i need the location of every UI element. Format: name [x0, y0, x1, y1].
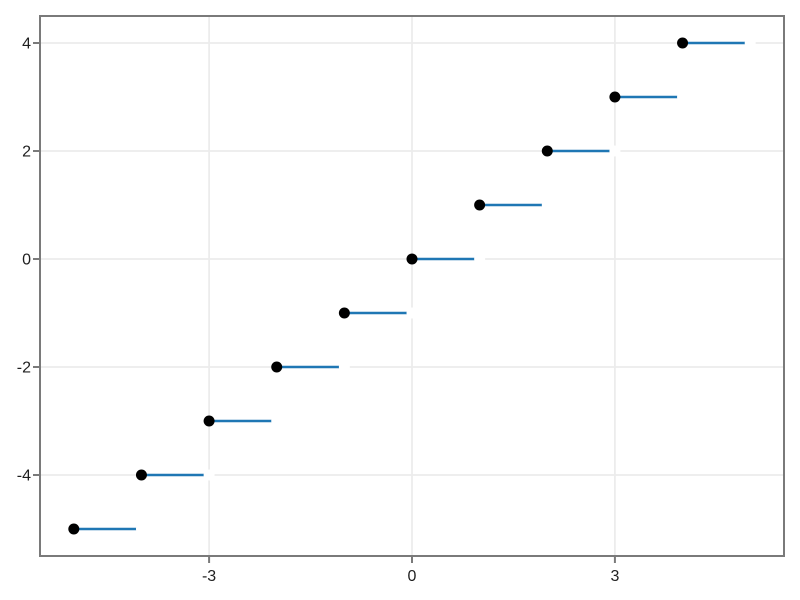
data-point-marker [338, 307, 350, 319]
open-endpoint-marker [541, 199, 553, 211]
open-endpoint-marker [135, 523, 147, 535]
y-tick-label: 2 [22, 144, 31, 161]
open-endpoint-marker [271, 415, 283, 427]
open-endpoint-marker [406, 307, 418, 319]
data-point-marker [474, 199, 486, 211]
open-endpoint-marker [338, 361, 350, 373]
data-point-marker [541, 145, 553, 157]
data-point-marker [203, 415, 215, 427]
open-endpoint-marker [609, 145, 621, 157]
x-tick-label: -3 [202, 568, 216, 585]
y-tick-label: 4 [22, 36, 31, 53]
data-point-marker [68, 523, 80, 535]
y-tick-label: 0 [22, 252, 31, 269]
open-endpoint-marker [677, 91, 689, 103]
data-point-marker [406, 253, 418, 265]
data-point-marker [271, 361, 283, 373]
data-point-marker [677, 37, 689, 49]
y-tick-label: -2 [17, 360, 31, 377]
x-tick-label: 0 [408, 568, 417, 585]
y-tick-label: -4 [17, 468, 31, 485]
x-tick-label: 3 [610, 568, 619, 585]
open-endpoint-marker [744, 37, 756, 49]
data-point-marker [135, 469, 147, 481]
plot-frame [39, 15, 785, 557]
data-point-marker [609, 91, 621, 103]
open-endpoint-marker [474, 253, 486, 265]
open-endpoint-marker [203, 469, 215, 481]
